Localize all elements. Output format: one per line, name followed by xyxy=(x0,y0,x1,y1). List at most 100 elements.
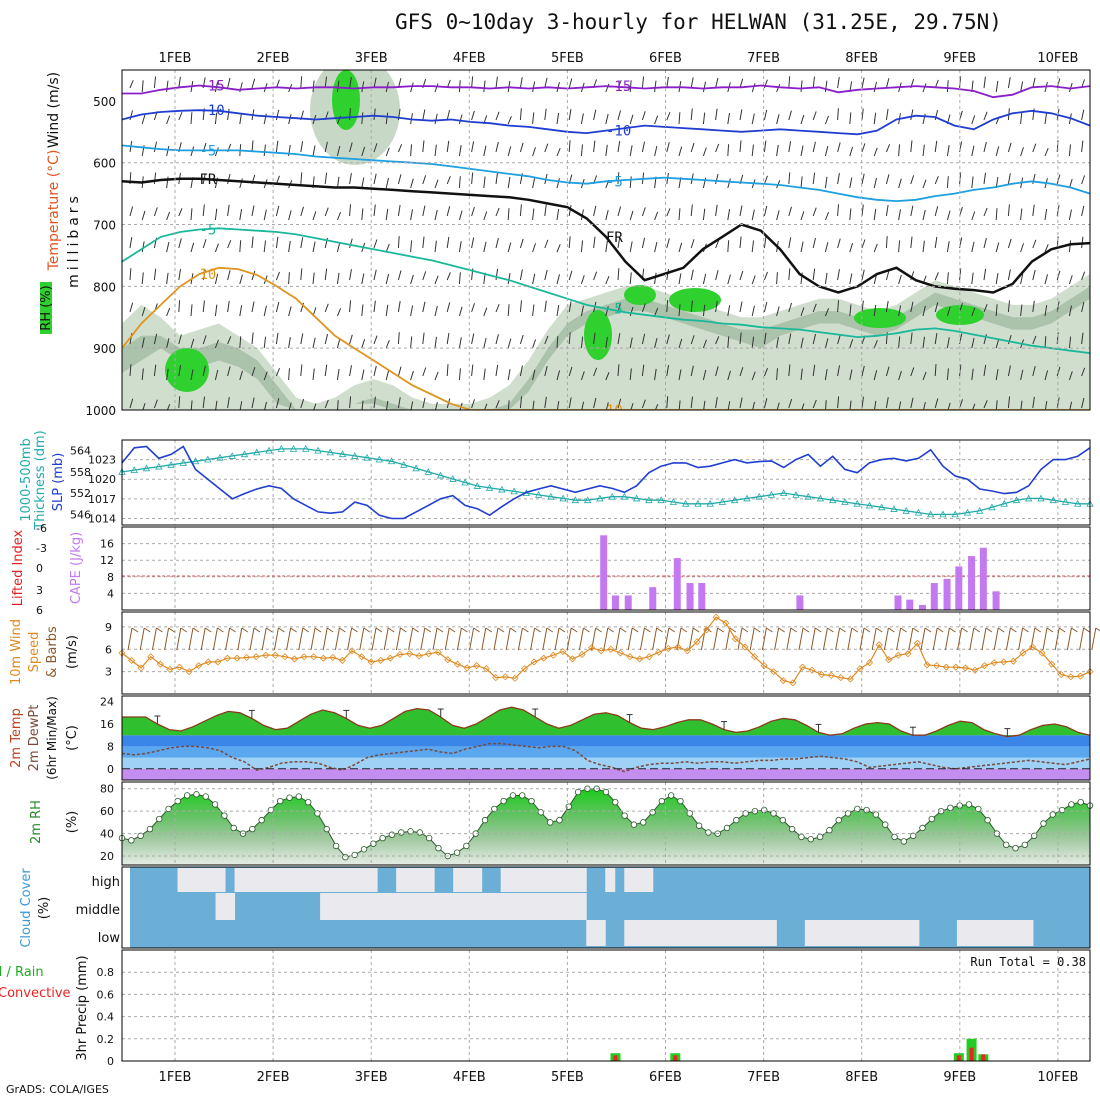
wind-barb-flag xyxy=(278,627,285,633)
upper-air-frame xyxy=(121,69,1091,411)
temp-band xyxy=(122,746,1090,758)
precip-axis-label: 3hr Precip (mm) xyxy=(75,955,90,1060)
cloud-cell xyxy=(529,893,540,920)
wind-speed-point xyxy=(588,644,596,652)
wind-barb xyxy=(458,368,461,381)
wind-barb xyxy=(385,147,390,157)
rh-point xyxy=(435,844,442,852)
wind-barb xyxy=(385,112,389,125)
wind-barb xyxy=(397,144,403,153)
wind-barb xyxy=(688,627,694,651)
wind-speed-point xyxy=(195,662,203,670)
cloud-cell xyxy=(595,920,606,946)
wind-barb xyxy=(1068,336,1072,349)
temperature-axis-label: Temperature (°C) xyxy=(46,150,62,272)
wind-barb xyxy=(471,110,475,121)
wind-barb xyxy=(507,242,512,253)
wind-barb xyxy=(666,396,669,409)
wind-barb xyxy=(1068,275,1073,285)
wind-speed-point xyxy=(741,643,749,651)
wind-barb xyxy=(800,145,804,157)
thickness-point xyxy=(289,445,298,452)
wind-barb xyxy=(715,204,718,217)
cape-bar xyxy=(649,587,657,610)
wind-speed-point xyxy=(501,673,509,681)
thickness-point xyxy=(351,452,359,459)
wind-barb xyxy=(1032,204,1035,217)
wind-barb xyxy=(737,627,743,651)
li-tick-label: 0 xyxy=(36,562,43,575)
temp-band xyxy=(122,735,1090,747)
wind-barb-flag xyxy=(461,627,468,633)
wind-barb-flag xyxy=(778,627,785,633)
wind-barb xyxy=(995,242,1000,253)
wind-barb xyxy=(873,208,877,221)
wind-barb xyxy=(507,208,510,221)
cloud-cell xyxy=(985,920,996,946)
wind-barb xyxy=(1068,209,1072,221)
thickness-point xyxy=(228,452,236,459)
wind-barb xyxy=(715,174,719,185)
thickness-point xyxy=(596,494,604,502)
wind-barb xyxy=(800,368,803,381)
wind-barb xyxy=(166,80,169,93)
wind-barb xyxy=(910,301,914,313)
wind-barb xyxy=(273,627,279,651)
wind-barb xyxy=(361,304,364,317)
rh-strong-area xyxy=(936,305,984,325)
thickness-point xyxy=(743,494,751,502)
wind-barb-flag xyxy=(595,627,602,633)
wind-barb xyxy=(654,307,659,317)
wind-barb xyxy=(1044,147,1049,157)
wind-barb xyxy=(556,208,560,221)
wind-barb xyxy=(922,402,926,410)
wind-barb xyxy=(934,110,939,121)
wind-speed-point xyxy=(1009,657,1017,665)
wind-barb xyxy=(995,208,998,221)
thickness-point xyxy=(510,487,518,495)
precip-tick-label: 0.4 xyxy=(97,1011,115,1024)
rh-point xyxy=(1012,844,1019,852)
wind-barb xyxy=(434,402,438,410)
wind-barb xyxy=(544,77,548,89)
wind-barb xyxy=(678,273,682,285)
wind-speed-point xyxy=(511,674,519,682)
wind-barb xyxy=(664,627,670,651)
wind-barb xyxy=(751,113,755,125)
wind-speed-point xyxy=(664,644,672,653)
wind-barb xyxy=(824,338,829,349)
wind-barb xyxy=(824,115,829,125)
wind-barb xyxy=(932,627,938,651)
isotherm-label: -5 xyxy=(199,143,216,159)
wind-barb xyxy=(581,401,585,410)
thickness-point xyxy=(1074,499,1082,507)
wind-barb xyxy=(507,400,510,410)
wind-barb xyxy=(397,332,400,345)
wind-barb xyxy=(702,304,706,317)
rh-point xyxy=(1068,801,1075,808)
rh-point xyxy=(677,797,684,805)
wind-speed-point xyxy=(367,658,375,666)
wind-barb xyxy=(495,111,500,121)
wind-barb xyxy=(469,627,475,651)
rh-point xyxy=(928,815,935,823)
wind-barb xyxy=(715,396,718,409)
rh-point xyxy=(277,797,284,805)
wind-barb xyxy=(166,145,170,157)
cape-bar xyxy=(968,556,976,610)
wind-barb xyxy=(824,242,829,253)
wind-barb xyxy=(214,243,219,253)
cape-bar xyxy=(698,583,706,610)
wind-barb xyxy=(898,240,901,253)
wind-barb xyxy=(1081,205,1085,217)
wind-barb xyxy=(934,398,939,409)
wind-barb xyxy=(654,80,657,93)
wind-barb xyxy=(434,371,439,381)
wind-barb xyxy=(837,300,840,313)
wind-barb xyxy=(739,332,742,345)
wind-barb xyxy=(946,176,949,189)
wind-barb xyxy=(873,339,878,349)
wind-barb xyxy=(568,397,572,409)
wind-barb xyxy=(849,339,854,349)
temp-area xyxy=(122,707,1090,737)
